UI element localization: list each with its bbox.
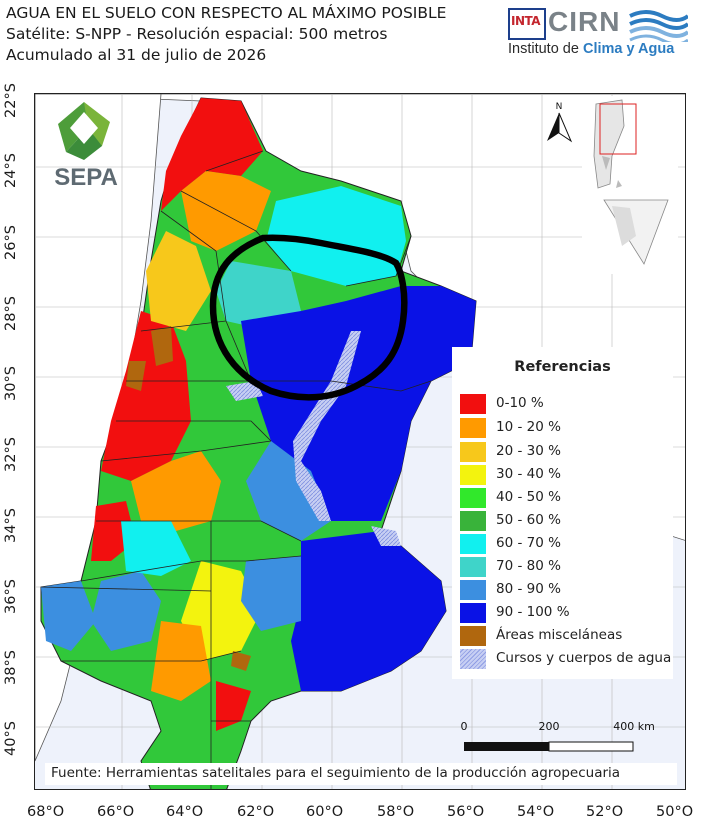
legend-swatch xyxy=(460,511,486,531)
lat-label: 26°S xyxy=(3,225,19,260)
legend-item: 80 - 90 % xyxy=(460,579,670,601)
legend-item: 40 - 50 % xyxy=(460,487,670,509)
lat-label: 30°S xyxy=(3,366,19,401)
sepa-leaf-icon xyxy=(58,102,110,160)
lon-label: 50°O xyxy=(656,804,694,820)
lon-label: 52°O xyxy=(586,804,624,820)
legend-title: Referencias xyxy=(514,359,611,375)
legend-item: 90 - 100 % xyxy=(460,602,670,624)
legend-swatch xyxy=(460,557,486,577)
scale-label: 200 xyxy=(539,720,560,733)
cirn-logo-text: CIRN xyxy=(548,6,621,37)
legend-label: 10 - 20 % xyxy=(496,419,561,435)
legend-swatch xyxy=(460,442,486,462)
north-arrow-icon: N xyxy=(547,102,573,143)
sepa-logo: SEPA xyxy=(44,98,128,192)
lat-label: 36°S xyxy=(3,579,19,614)
waves-icon xyxy=(629,10,688,42)
lon-label: 54°O xyxy=(517,804,555,820)
lat-label: 24°S xyxy=(3,153,19,188)
source-box: Fuente: Herramientas satelitales para el… xyxy=(45,763,677,785)
legend-label: 80 - 90 % xyxy=(496,581,561,597)
scale-segment-white xyxy=(548,741,634,752)
legend-label: 40 - 50 % xyxy=(496,489,561,505)
legend-swatch xyxy=(460,488,486,508)
legend-swatch xyxy=(460,394,486,414)
inta-logo-text: INTA xyxy=(511,14,541,28)
lat-label: 32°S xyxy=(3,437,19,472)
scale-bar: 0 200 400 km xyxy=(454,714,655,756)
lon-label: 60°O xyxy=(306,804,344,820)
legend-item: 0-10 % xyxy=(460,393,670,415)
legend-panel: Referencias 0-10 % 10 - 20 % 20 - 30 % 3… xyxy=(452,347,673,679)
legend-swatch xyxy=(460,465,486,485)
legend-label: 20 - 30 % xyxy=(496,443,561,459)
legend-item: 10 - 20 % xyxy=(460,417,670,439)
legend-item: 30 - 40 % xyxy=(460,464,670,486)
scale-bar-graphic: 0 200 400 km xyxy=(461,720,655,752)
legend-swatch xyxy=(460,626,486,646)
moisture-zones xyxy=(41,98,476,731)
lat-label: 28°S xyxy=(3,296,19,331)
lat-label: 38°S xyxy=(3,650,19,685)
lon-label: 62°O xyxy=(237,804,275,820)
inta-cirn-logo: INTA CIRN Instituto de Clima y Agua xyxy=(508,4,698,60)
institute-highlight: Clima y Agua xyxy=(582,41,675,57)
highlight-circle xyxy=(209,234,408,401)
legend-label: 90 - 100 % xyxy=(496,604,570,620)
sepa-text: SEPA xyxy=(54,164,118,191)
legend-item: 60 - 70 % xyxy=(460,533,670,555)
institute-name: Instituto de Clima y Agua xyxy=(508,41,674,57)
lat-label: 40°S xyxy=(3,721,19,756)
lon-label: 64°O xyxy=(166,804,204,820)
map-title: AGUA EN EL SUELO CON RESPECTO AL MÁXIMO … xyxy=(6,4,447,22)
accumulation-date: Acumulado al 31 de julio de 2026 xyxy=(6,46,267,64)
lon-label: 56°O xyxy=(447,804,485,820)
legend-swatch xyxy=(460,534,486,554)
province-borders xyxy=(40,150,432,789)
inset-map-graphic xyxy=(593,99,669,265)
legend-label: Cursos y cuerpos de agua xyxy=(496,650,672,666)
legend-label: 60 - 70 % xyxy=(496,535,561,551)
legend-label: 70 - 80 % xyxy=(496,558,561,574)
institute-prefix: Instituto de xyxy=(508,41,583,57)
source-text: Fuente: Herramientas satelitales para el… xyxy=(51,765,621,781)
scale-label: 400 km xyxy=(613,720,654,733)
legend-swatch xyxy=(460,580,486,600)
header: AGUA EN EL SUELO CON RESPECTO AL MÁXIMO … xyxy=(0,0,705,92)
legend-swatch xyxy=(460,418,486,438)
legend-label: 30 - 40 % xyxy=(496,466,561,482)
legend-item: Áreas misceláneas xyxy=(460,625,670,647)
legend-swatch xyxy=(460,603,486,623)
legend-item: 50 - 60 % xyxy=(460,510,670,532)
lat-label: 34°S xyxy=(3,508,19,543)
legend-item: Cursos y cuerpos de agua xyxy=(460,648,672,670)
legend-label: 0-10 % xyxy=(496,395,544,411)
legend-item: 70 - 80 % xyxy=(460,556,670,578)
lon-label: 66°O xyxy=(97,804,135,820)
scale-label: 0 xyxy=(461,720,468,733)
inset-map xyxy=(582,96,678,274)
lon-label: 58°O xyxy=(377,804,415,820)
legend-item: 20 - 30 % xyxy=(460,441,670,463)
north-arrow-label: N xyxy=(556,102,563,112)
lat-label: 22°S xyxy=(3,83,19,118)
lon-label: 68°O xyxy=(27,804,65,820)
scale-segment-black xyxy=(464,742,549,751)
satellite-info: Satélite: S-NPP - Resolución espacial: 5… xyxy=(6,25,388,43)
inta-logo: INTA xyxy=(508,8,546,40)
legend-label: 50 - 60 % xyxy=(496,512,561,528)
legend-swatch xyxy=(460,649,486,669)
legend-label: Áreas misceláneas xyxy=(496,627,623,643)
